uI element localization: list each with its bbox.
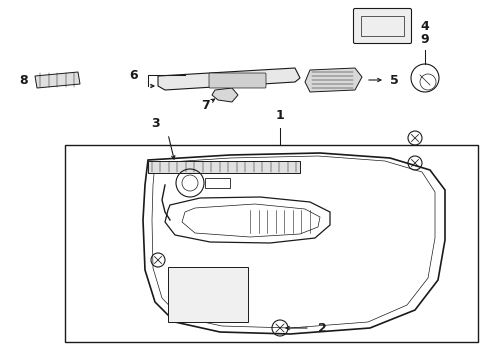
Text: 7: 7 (201, 99, 209, 112)
Text: 5: 5 (389, 73, 398, 86)
Polygon shape (158, 68, 299, 90)
FancyBboxPatch shape (208, 73, 265, 88)
Polygon shape (305, 68, 361, 92)
Text: 8: 8 (20, 73, 28, 86)
FancyBboxPatch shape (353, 9, 411, 44)
Text: 2: 2 (317, 321, 326, 334)
Polygon shape (35, 72, 80, 88)
Bar (168, 267, 247, 322)
Bar (204, 178, 229, 188)
Polygon shape (212, 88, 238, 102)
Text: 6: 6 (129, 68, 138, 81)
Bar (65, 145, 477, 342)
Text: 9: 9 (420, 33, 428, 46)
Polygon shape (148, 161, 299, 173)
Text: 1: 1 (275, 109, 284, 122)
Text: 4: 4 (419, 19, 428, 32)
Bar (360, 16, 403, 36)
Text: 3: 3 (150, 117, 159, 130)
